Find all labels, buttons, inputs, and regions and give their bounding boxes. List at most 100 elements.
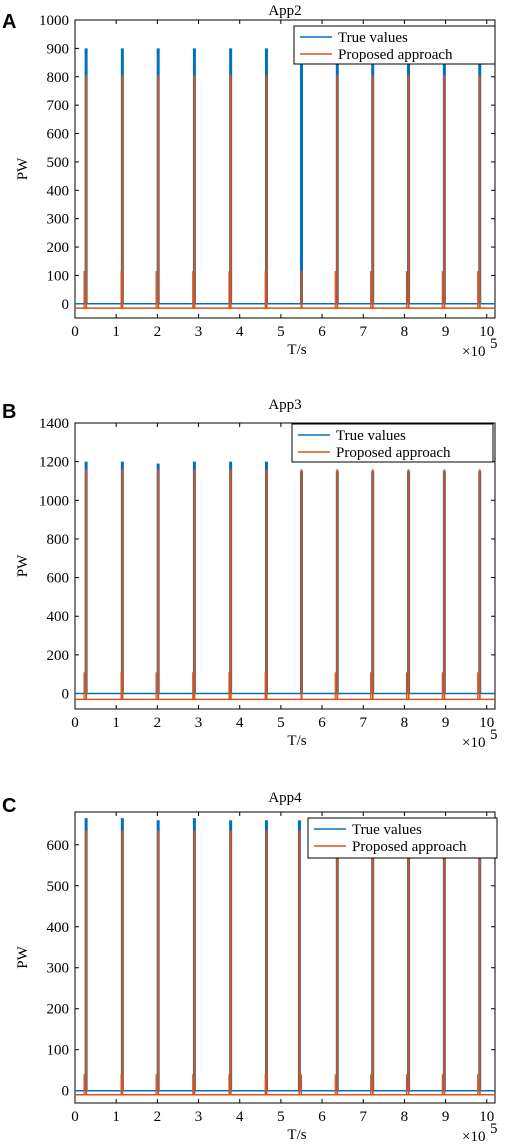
plot-area-frame [74,19,496,319]
x-tick-label: 10 [479,715,494,731]
y-tick-label: 1200 [39,455,69,471]
legend-label: Proposed approach [336,445,451,461]
panel-letter: A [2,11,16,33]
x-tick-label: 2 [154,1109,162,1125]
x-tick-label: 0 [71,324,79,340]
panel-letter: B [2,401,16,423]
y-tick-label: 300 [47,212,70,228]
legend-label: True values [352,822,422,838]
x-axis-label: T/s [287,1127,306,1143]
x-tick-label: 9 [442,1109,450,1125]
y-tick-label: 1000 [39,493,69,509]
x-tick-label: 3 [195,324,203,340]
x-tick-label: 1 [112,1109,120,1125]
y-tick-label: 400 [47,183,70,199]
x-tick-label: 6 [318,1109,326,1125]
y-tick-label: 1400 [39,416,69,432]
x-tick-label: 1 [112,324,120,340]
x-tick-label: 3 [195,715,203,731]
x-tick-label: 6 [318,324,326,340]
x-multiplier: ×10 [462,1129,485,1145]
legend-label: Proposed approach [352,839,467,855]
x-tick-label: 4 [236,1109,244,1125]
y-tick-label: 400 [47,609,70,625]
legend-label: True values [338,30,408,46]
plot-series-group [75,818,495,1096]
x-tick-label: 8 [401,1109,409,1125]
x-tick-label: 6 [318,715,326,731]
y-tick-label: 200 [47,648,70,664]
y-tick-label: 1000 [39,13,69,29]
y-tick-label: 200 [47,240,70,256]
y-tick-label: 500 [47,155,70,171]
y-tick-label: 100 [47,1043,70,1059]
x-tick-label: 3 [195,1109,203,1125]
x-tick-label: 7 [359,324,367,340]
y-tick-label: 600 [47,571,70,587]
x-axis-label: T/s [287,342,306,358]
x-tick-label: 2 [154,324,162,340]
y-tick-label: 400 [47,920,70,936]
x-tick-label: 9 [442,715,450,731]
chart-title: App3 [268,397,301,413]
chart-title: App2 [268,3,301,19]
x-tick-label: 5 [277,324,285,340]
y-tick-label: 700 [47,98,70,114]
legend-label: Proposed approach [338,47,453,63]
y-tick-label: 600 [47,838,70,854]
legend-box [291,423,494,463]
x-tick-label: 10 [479,1109,494,1125]
x-tick-label: 10 [479,324,494,340]
x-tick-label: 0 [71,715,79,731]
y-tick-label: 300 [47,961,70,977]
y-axis-label: PW [15,945,31,968]
series-proposed-approach [75,75,495,309]
x-tick-label: 8 [401,324,409,340]
series-true-values [75,818,495,1092]
x-multiplier-exponent: 5 [490,1121,498,1137]
y-tick-label: 800 [47,532,70,548]
x-multiplier-exponent: 5 [490,727,498,743]
y-tick-label: 900 [47,41,70,57]
x-tick-label: 0 [71,1109,79,1125]
y-tick-label: 800 [47,70,70,86]
chart-title: App4 [268,790,302,806]
x-tick-label: 7 [359,1109,367,1125]
legend-box [307,817,498,859]
plot-area-frame [74,811,496,1104]
plot-series-group [75,48,495,309]
x-tick-label: 4 [236,715,244,731]
x-tick-label: 9 [442,324,450,340]
y-axis-label: PW [15,157,31,180]
plot-area-frame [74,422,496,710]
x-multiplier: ×10 [462,735,485,751]
y-axis-label: PW [15,554,31,577]
y-tick-label: 600 [47,127,70,143]
x-tick-label: 5 [277,1109,285,1125]
panel-letter: C [2,795,16,817]
series-true-values [75,48,495,305]
x-tick-label: 8 [401,715,409,731]
x-multiplier-exponent: 5 [490,336,498,352]
x-tick-label: 4 [236,324,244,340]
y-tick-label: 0 [62,1084,70,1100]
chart-panel-b: B App3 0 1 2 3 4 5 6 7 8 9 10 0 200 400 600 800 1000 1200 14… [2,397,498,751]
x-tick-label: 5 [277,715,285,731]
plot-series-group [75,461,495,701]
x-tick-label: 2 [154,715,162,731]
x-tick-label: 7 [359,715,367,731]
legend-label: True values [336,428,406,444]
y-tick-label: 0 [62,297,70,313]
x-tick-label: 1 [112,715,120,731]
x-axis-label: T/s [287,733,306,749]
y-tick-label: 0 [62,687,70,703]
series-proposed-approach [75,830,495,1096]
legend-box [293,25,496,65]
y-tick-label: 200 [47,1002,70,1018]
